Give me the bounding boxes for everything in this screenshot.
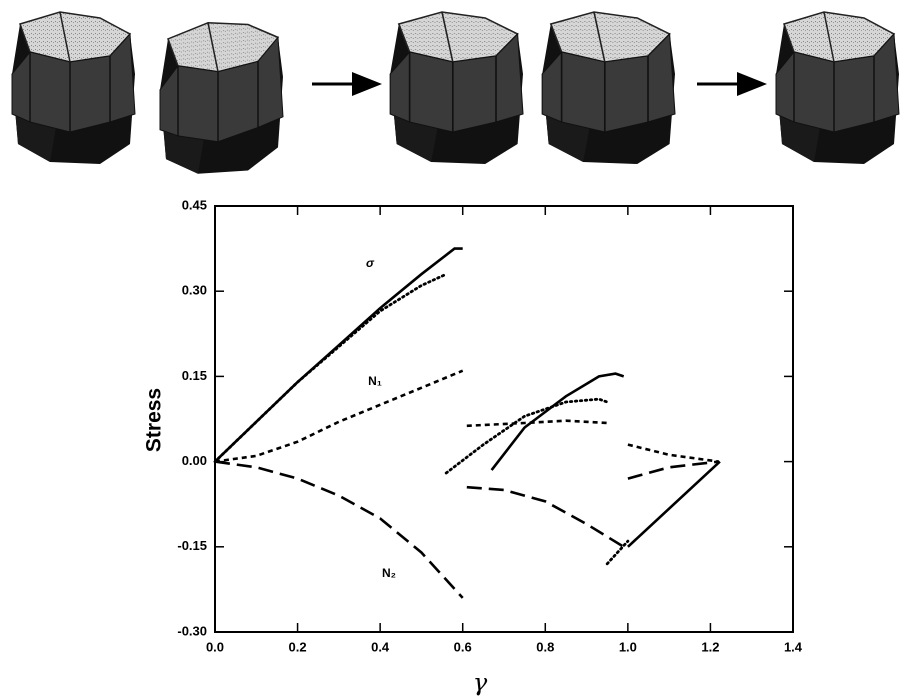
crystal — [776, 12, 899, 164]
x-tick-label: 0.6 — [454, 639, 472, 654]
y-axis-label: Stress — [143, 388, 166, 452]
y-tick-label: -0.30 — [177, 623, 207, 638]
x-tick-label: 0.0 — [206, 639, 224, 654]
plot-frame — [215, 206, 793, 632]
crystal — [390, 12, 523, 164]
x-tick-label: 0.4 — [371, 639, 390, 654]
x-tick-label: 1.4 — [784, 639, 803, 654]
x-tick-label: 0.8 — [536, 639, 554, 654]
series-line — [215, 274, 628, 564]
annotation: N₁ — [368, 374, 382, 388]
figure: γ Stress 0.0 0.2 0.4 0.6 0.8 1.0 1.2 1.4 -0.30 -0… — [0, 0, 906, 696]
x-tick-label: 0.2 — [289, 639, 307, 654]
x-tick-label: 1.2 — [701, 639, 719, 654]
annotation: σ — [366, 256, 375, 270]
crystal — [12, 12, 135, 164]
chart: γ Stress 0.0 0.2 0.4 0.6 0.8 1.0 1.2 1.4 -0.30 -0… — [143, 197, 803, 696]
series-line — [215, 249, 720, 547]
y-tick-label: 0.45 — [182, 197, 207, 212]
page: {"chart_data": {"type": "line", "xlabel"… — [0, 0, 906, 696]
x-tick-label: 1.0 — [619, 639, 637, 654]
crystal — [542, 12, 675, 164]
series-line — [215, 371, 719, 462]
y-tick-label: 0.00 — [182, 453, 207, 468]
y-tick-label: 0.30 — [182, 283, 207, 298]
y-tick-label: -0.15 — [177, 538, 207, 553]
x-axis-label: γ — [473, 669, 488, 696]
series-line — [215, 462, 719, 598]
annotation: N₂ — [382, 566, 396, 580]
crystal — [160, 15, 283, 180]
y-tick-label: 0.15 — [182, 368, 207, 383]
crystal-row — [12, 12, 899, 180]
